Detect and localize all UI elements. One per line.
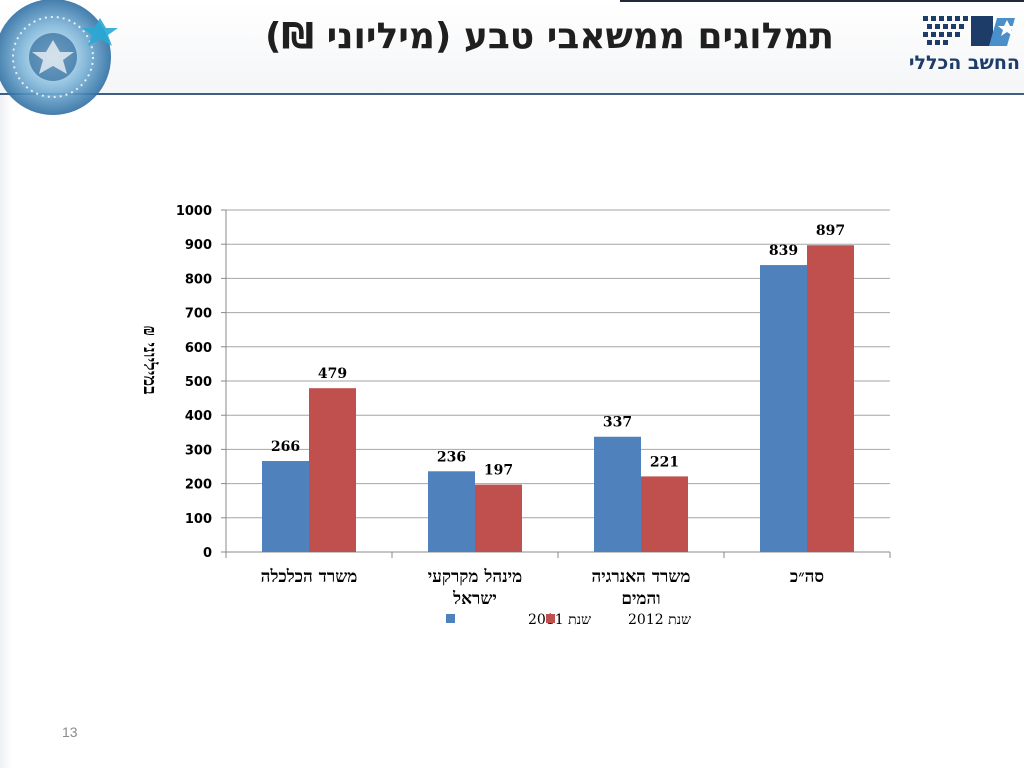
data-label: 897 xyxy=(816,223,845,239)
y-tick-label: 1000 xyxy=(176,204,212,219)
x-category-label: והמים xyxy=(621,589,660,609)
y-tick-label: 500 xyxy=(185,375,212,390)
bar-2-2 xyxy=(475,484,522,552)
header-divider xyxy=(0,93,1024,95)
data-label: 197 xyxy=(484,463,513,479)
bar-1-4 xyxy=(760,265,807,552)
x-category-label: משרד הכלכלה xyxy=(261,567,358,587)
header-top-bar xyxy=(620,0,1024,2)
data-label: 479 xyxy=(318,366,347,382)
y-tick-label: 400 xyxy=(185,409,212,424)
legend-swatch xyxy=(546,614,555,623)
data-label: 266 xyxy=(271,439,300,455)
data-label: 337 xyxy=(603,415,632,431)
page-number: 13 xyxy=(62,724,78,740)
slide-header xyxy=(0,0,1024,95)
bar-1-3 xyxy=(594,436,641,552)
data-labels: 266 479 236 197 337 221 839 897 xyxy=(271,223,845,478)
logo-text: החשב הכללי xyxy=(908,52,1020,74)
x-category-label: ישראל xyxy=(452,589,497,609)
left-edge-shade xyxy=(0,95,12,768)
y-tick-label: 800 xyxy=(185,272,212,287)
data-label: 839 xyxy=(769,243,798,259)
y-tick-label: 200 xyxy=(185,478,212,493)
y-tick-label: 900 xyxy=(185,238,212,253)
y-tick-label: 0 xyxy=(203,546,212,561)
bars xyxy=(262,245,854,552)
legend-label: שנת 2011 xyxy=(528,612,591,628)
y-tick-label: 700 xyxy=(185,307,212,322)
legend: שנת 2011 שנת 2012 xyxy=(446,612,691,628)
x-category-label: מינהל מקרקעי xyxy=(428,567,522,587)
bar-2-3 xyxy=(641,476,688,552)
y-tick-label: 100 xyxy=(185,512,212,527)
slide-title: תמלוגים ממשאבי טבע (מיליוני ₪) xyxy=(265,16,834,57)
legend-swatch xyxy=(446,614,455,623)
y-tick-label: 600 xyxy=(185,341,212,356)
star-globe-icon xyxy=(0,0,118,115)
data-label: 221 xyxy=(650,454,679,470)
bar-2-4 xyxy=(807,245,854,552)
data-label: 236 xyxy=(437,449,466,465)
accountant-general-logo xyxy=(923,16,1016,46)
bar-2-1 xyxy=(309,388,356,552)
x-category-label: סה״כ xyxy=(790,567,824,587)
x-category-label: משרד האנרגיה xyxy=(592,567,691,587)
bar-1-2 xyxy=(428,471,475,552)
legend-label: שנת 2012 xyxy=(628,612,691,628)
bar-1-1 xyxy=(262,461,309,552)
y-tick-labels: 0 100 200 300 400 500 600 700 800 900 1000 xyxy=(176,204,212,561)
y-axis-label: במיליוני ₪ xyxy=(139,325,160,395)
y-tick-label: 300 xyxy=(185,443,212,458)
